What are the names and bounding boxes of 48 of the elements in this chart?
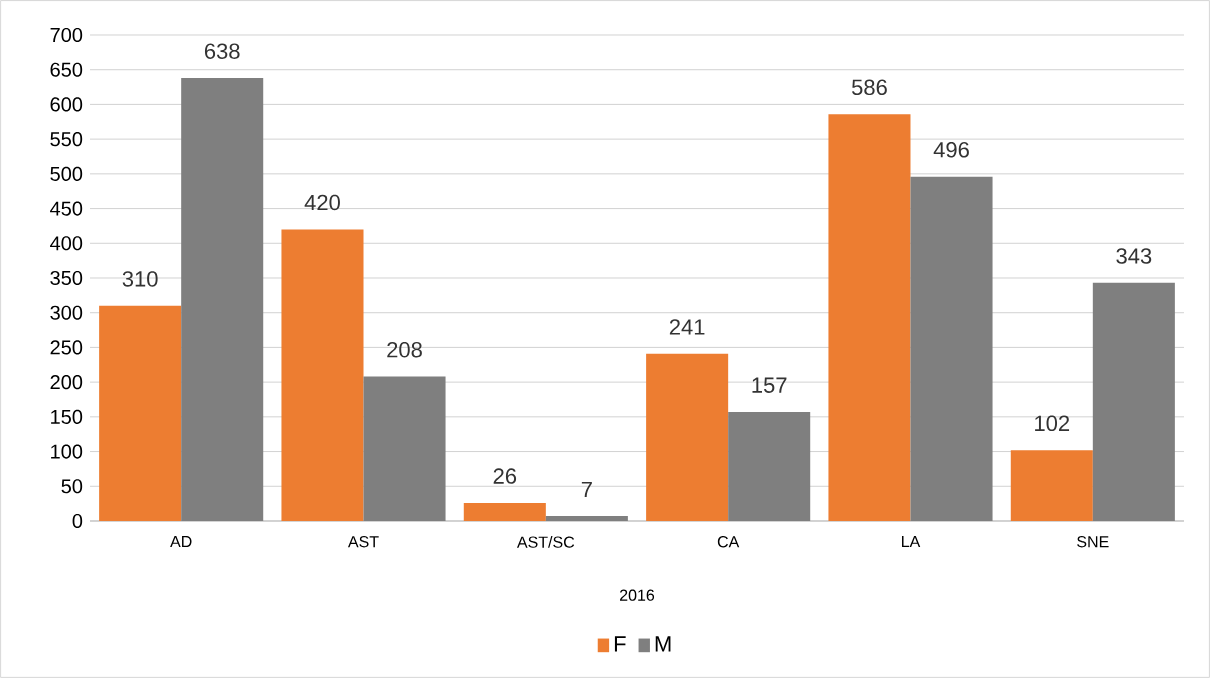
bar [545,516,628,521]
y-tick-label: 500 [50,166,83,181]
bar [1010,450,1093,521]
data-label: 157 [752,377,787,393]
data-label: 343 [1116,248,1152,264]
bar [828,114,911,521]
bar [363,376,446,521]
data-label: 420 [304,194,340,211]
data-label: 26 [493,468,517,484]
y-tick-label: 550 [50,132,83,147]
y-tick-label: 200 [50,375,83,390]
bar [910,176,993,521]
y-tick-label: 50 [61,479,83,494]
data-label: 7 [581,481,592,498]
bar [99,305,182,521]
y-tick-label: 150 [51,409,83,424]
data-label: 638 [204,43,240,59]
legend-label: F [614,636,626,652]
x-tick-label: SNE [1077,536,1109,548]
legend-label: M [655,636,671,652]
y-tick-label: 450 [50,201,83,216]
data-label: 496 [933,142,969,158]
x-tick-label: LA [902,536,921,548]
data-label: 241 [669,319,705,335]
y-tick-label: 300 [50,305,83,320]
x-tick-label: CA [717,536,740,548]
x-axis-title: 2016 [620,589,655,601]
y-tick-label: 250 [50,340,83,355]
bar [1092,282,1175,521]
y-tick-label: 100 [51,444,83,459]
bar [463,502,546,521]
bar [181,78,264,521]
y-tick-label: 600 [50,97,83,112]
y-tick-label: 700 [50,27,83,43]
data-label: 208 [387,341,422,358]
data-label: 586 [852,79,887,96]
y-tick-label: 350 [50,270,83,286]
data-label: 310 [122,271,158,287]
x-tick-label: AST/SC [516,536,575,548]
bar [281,229,364,521]
y-tick-label: 0 [72,513,83,529]
x-tick-label: AD [170,536,192,548]
data-label: 102 [1035,415,1070,432]
bar [728,411,811,521]
y-tick-label: 400 [50,236,83,251]
bar [646,353,729,521]
y-tick-label: 650 [50,62,83,77]
x-tick-label: AST [347,536,379,548]
